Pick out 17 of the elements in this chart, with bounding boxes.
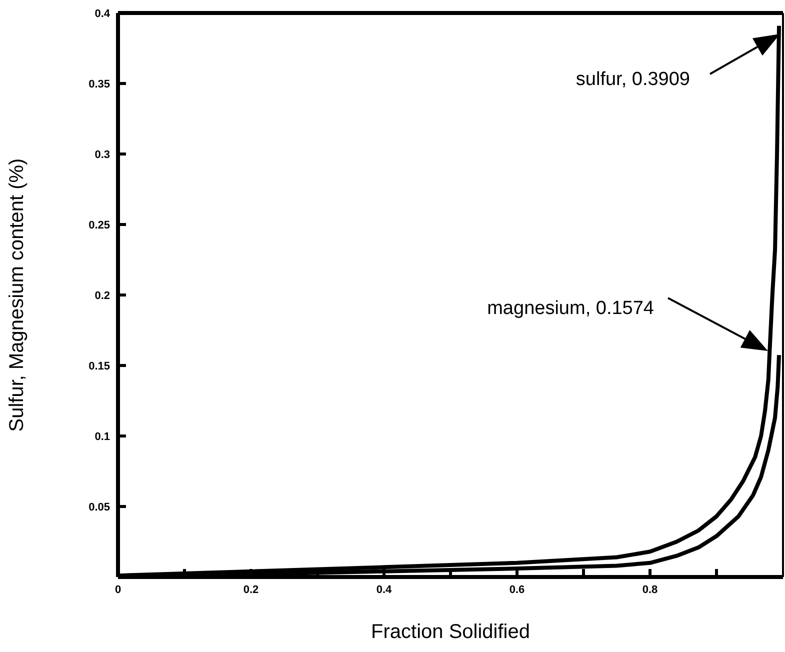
x-tick-label: 0.6	[509, 584, 525, 596]
y-tick-label: 0.2	[94, 290, 110, 302]
y-tick-label: 0.25	[88, 219, 110, 232]
y-axis-title: Sulfur, Magnesium content (%)	[6, 158, 28, 432]
annotation: magnesium, 0.1574	[487, 298, 654, 319]
x-axis-title: Fraction Solidified	[371, 621, 530, 643]
x-tick-label: 0.2	[243, 584, 259, 596]
x-tick-label: 0.4	[376, 584, 393, 596]
y-tick-label: 0.4	[94, 8, 111, 20]
y-tick-label: 0.3	[94, 148, 110, 161]
y-tick-label: 0.05	[88, 501, 110, 514]
y-tick-label: 0.1	[94, 430, 110, 443]
y-tick-label: 0.35	[88, 78, 110, 90]
x-tick-label: 0	[114, 584, 122, 596]
y-tick-label: 0.15	[88, 360, 110, 372]
annotation: sulfur, 0.3909	[576, 69, 690, 90]
x-tick-label: 0.8	[642, 584, 658, 596]
